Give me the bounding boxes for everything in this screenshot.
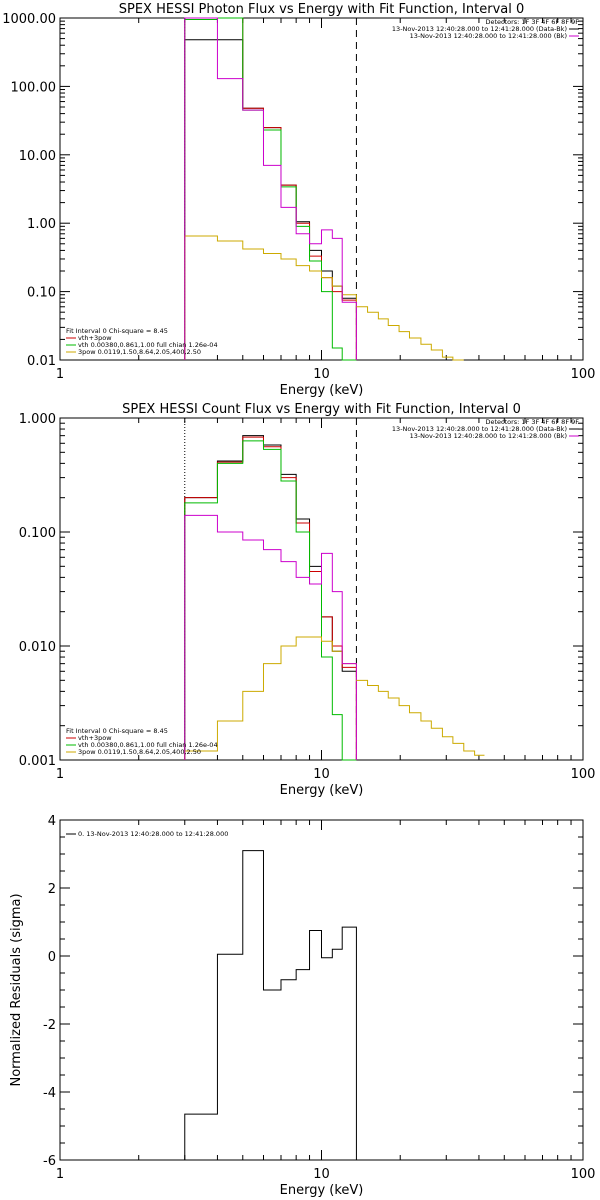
legend-text: 3pow 0.0119,1.50,8.64,2.05,400,2.50 (78, 348, 201, 356)
x-axis-label: Energy (keV) (280, 383, 364, 398)
series-3pow-tail (356, 306, 464, 361)
x-tick-label: 10 (313, 367, 330, 382)
x-tick-label: 100 (571, 367, 596, 382)
series-data-bk (184, 435, 357, 760)
y-tick-label: 0.010 (19, 640, 56, 655)
x-tick-label: 1 (56, 1167, 64, 1182)
legend-text: vth+3pow (78, 734, 112, 742)
series-3pow (184, 636, 357, 760)
chart-title: SPEX HESSI Photon Flux vs Energy with Fi… (119, 2, 525, 17)
y-tick-label: -6 (43, 1154, 56, 1169)
y-tick-label: 0.100 (19, 526, 56, 541)
y-tick-label: 0 (48, 950, 56, 965)
series-3pow-tail (356, 679, 485, 756)
series-vth-3pow (184, 436, 357, 760)
x-tick-label: 10 (313, 767, 330, 782)
y-tick-label: 100.00 (11, 80, 57, 95)
legend-text: Detectors: 1F 3F 4F 6F 8F 9F (485, 418, 579, 426)
legend-text: vth+3pow (78, 334, 112, 342)
series-data-bk (184, 39, 357, 360)
legend-text: 13-Nov-2013 12:40:28.000 to 12:41:28.000… (410, 432, 567, 440)
y-tick-label: 0.01 (27, 354, 56, 369)
legend-text: vth 0.00380,0.861,1.00 full chian 1.26e-… (78, 741, 218, 749)
series-vth (184, 17, 357, 361)
y-tick-label: 1.00 (27, 217, 56, 232)
x-tick-label: 10 (313, 1167, 330, 1182)
y-axis-label: Normalized Residuals (sigma) (9, 893, 24, 1086)
series-bk (184, 17, 357, 360)
y-tick-label: -2 (43, 1018, 56, 1033)
y-tick-label: -4 (43, 1086, 56, 1101)
legend-text: Fit Interval 0 Chi-square = 8.45 (66, 327, 168, 335)
x-tick-label: 1 (56, 767, 64, 782)
residuals-panel: 1 10 100 -6 -4 -2 0 2 4 Energy (keV) Normalized Re… (9, 814, 595, 1198)
x-axis-label: Energy (keV) (280, 783, 364, 798)
series-vth (184, 440, 357, 761)
series-vth-3pow (184, 17, 357, 360)
legend-text: 0. 13-Nov-2013 12:40:28.000 to 12:41:28.… (78, 830, 228, 838)
legend-text: Fit Interval 0 Chi-square = 8.45 (66, 727, 168, 735)
series-bk (184, 514, 357, 760)
legend-text: Detectors: 1F 3F 4F 6F 8F 9F (485, 18, 579, 26)
chart-title: SPEX HESSI Count Flux vs Energy with Fit… (122, 402, 521, 417)
plot-frame (59, 17, 584, 361)
plot-frame (59, 819, 584, 1161)
legend-text: 13-Nov-2013 12:40:28.000 to 12:41:28.000… (392, 25, 567, 33)
y-tick-label: 10.00 (19, 149, 56, 164)
y-tick-label: 0.10 (27, 286, 56, 301)
y-tick-label: 1.000 (19, 412, 56, 427)
y-tick-label: 4 (48, 814, 56, 829)
legend-text: 13-Nov-2013 12:40:28.000 to 12:41:28.000… (410, 32, 567, 40)
legend-text: vth 0.00380,0.861,1.00 full chian 1.26e-… (78, 341, 218, 349)
y-tick-label: 1000.00 (2, 12, 56, 27)
series-3pow (184, 235, 357, 360)
x-tick-label: 1 (56, 367, 64, 382)
y-tick-label: 0.001 (19, 754, 56, 769)
series-0-13-nov-2013-12-40-28-000-to-12-41-28-000 (184, 850, 357, 1160)
y-tick-label: 2 (48, 882, 56, 897)
x-tick-label: 100 (571, 1167, 596, 1182)
legend-text: 3pow 0.0119,1.50,8.64,2.05,400,2.50 (78, 748, 201, 756)
x-axis-label: Energy (keV) (280, 1183, 364, 1198)
x-tick-label: 100 (571, 767, 596, 782)
legend-text: 13-Nov-2013 12:40:28.000 to 12:41:28.000… (392, 425, 567, 433)
count-flux-panel: SPEX HESSI Count Flux vs Energy with Fit… (19, 402, 596, 798)
photon-flux-panel: SPEX HESSI Photon Flux vs Energy with Fi… (2, 2, 595, 398)
